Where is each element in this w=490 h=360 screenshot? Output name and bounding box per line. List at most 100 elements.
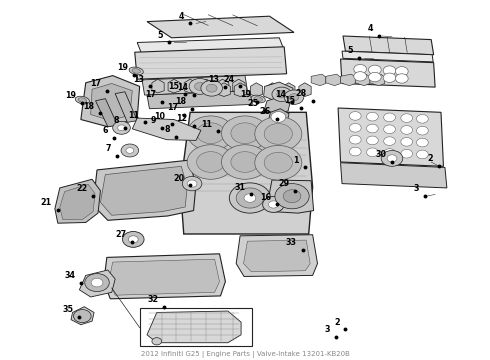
Polygon shape	[168, 79, 180, 93]
Text: 2012 Infiniti G25 | Engine Parts | Valve-Intake 13201-KB20B: 2012 Infiniti G25 | Engine Parts | Valve…	[141, 351, 349, 358]
Text: 34: 34	[65, 271, 75, 280]
Text: 10: 10	[155, 112, 166, 121]
Circle shape	[384, 125, 395, 134]
Text: 25: 25	[247, 99, 259, 108]
Circle shape	[349, 112, 361, 120]
Circle shape	[395, 67, 408, 76]
Bar	[140, 308, 252, 346]
Circle shape	[383, 66, 396, 75]
Polygon shape	[236, 235, 318, 276]
Circle shape	[201, 80, 222, 96]
Circle shape	[272, 87, 292, 102]
Polygon shape	[338, 108, 443, 166]
Circle shape	[85, 274, 109, 292]
Text: 11: 11	[128, 111, 139, 120]
Circle shape	[368, 65, 381, 75]
Polygon shape	[91, 84, 132, 121]
Text: 14: 14	[177, 83, 188, 92]
Text: 9: 9	[150, 116, 156, 125]
Text: 13: 13	[133, 75, 144, 84]
Circle shape	[401, 114, 413, 122]
Text: 2: 2	[334, 318, 340, 327]
Circle shape	[416, 114, 428, 123]
Circle shape	[401, 149, 413, 158]
Text: 14: 14	[275, 90, 286, 99]
Circle shape	[383, 73, 396, 82]
Polygon shape	[342, 51, 433, 62]
Polygon shape	[200, 79, 213, 93]
Circle shape	[126, 148, 134, 153]
Text: 22: 22	[76, 184, 87, 193]
Circle shape	[264, 152, 293, 173]
Text: 5: 5	[158, 31, 163, 40]
Circle shape	[121, 144, 139, 157]
Text: 2: 2	[428, 154, 433, 163]
Text: 4: 4	[368, 24, 373, 33]
Polygon shape	[265, 97, 290, 114]
Ellipse shape	[78, 98, 87, 102]
Circle shape	[255, 117, 302, 151]
Polygon shape	[109, 259, 220, 295]
Text: 8: 8	[114, 116, 119, 125]
Polygon shape	[234, 83, 246, 96]
Polygon shape	[269, 109, 289, 125]
Circle shape	[384, 137, 395, 145]
Circle shape	[118, 125, 125, 131]
Text: 18: 18	[83, 102, 95, 111]
Polygon shape	[104, 254, 225, 299]
Polygon shape	[79, 270, 115, 297]
Circle shape	[395, 74, 408, 83]
Circle shape	[187, 145, 234, 179]
Circle shape	[187, 180, 197, 187]
Polygon shape	[142, 76, 247, 95]
Text: 29: 29	[278, 179, 289, 188]
Polygon shape	[93, 160, 196, 220]
Text: 17: 17	[145, 90, 156, 99]
Ellipse shape	[75, 96, 90, 104]
Polygon shape	[299, 83, 311, 96]
Circle shape	[122, 231, 144, 247]
Circle shape	[367, 112, 378, 121]
Circle shape	[206, 84, 217, 92]
Circle shape	[349, 147, 361, 156]
Polygon shape	[100, 166, 187, 215]
Text: 17: 17	[167, 103, 178, 112]
Polygon shape	[147, 91, 252, 109]
Circle shape	[275, 184, 309, 209]
Text: 28: 28	[295, 89, 307, 98]
Polygon shape	[244, 240, 310, 272]
Polygon shape	[147, 16, 294, 38]
Circle shape	[384, 113, 395, 122]
Polygon shape	[264, 82, 293, 102]
Circle shape	[367, 148, 378, 157]
Circle shape	[231, 152, 259, 172]
Polygon shape	[218, 83, 230, 96]
Circle shape	[128, 236, 138, 243]
Polygon shape	[283, 83, 295, 96]
Circle shape	[221, 145, 269, 179]
Circle shape	[384, 149, 395, 157]
Polygon shape	[326, 74, 341, 86]
Polygon shape	[343, 36, 434, 55]
Text: 5: 5	[348, 46, 353, 55]
Polygon shape	[269, 180, 314, 213]
Circle shape	[277, 91, 287, 98]
Circle shape	[381, 150, 403, 166]
Text: 26: 26	[260, 107, 271, 116]
Circle shape	[263, 197, 284, 212]
Polygon shape	[152, 79, 164, 93]
Circle shape	[229, 183, 270, 213]
Circle shape	[182, 176, 202, 191]
Text: 35: 35	[63, 305, 74, 314]
Circle shape	[283, 190, 301, 203]
Circle shape	[401, 126, 413, 134]
Circle shape	[113, 121, 130, 134]
Ellipse shape	[251, 95, 266, 103]
Circle shape	[195, 82, 205, 90]
Circle shape	[289, 94, 299, 101]
Polygon shape	[135, 47, 287, 79]
Circle shape	[255, 145, 302, 180]
Text: 19: 19	[117, 63, 128, 72]
Circle shape	[416, 150, 428, 159]
Circle shape	[368, 72, 381, 82]
